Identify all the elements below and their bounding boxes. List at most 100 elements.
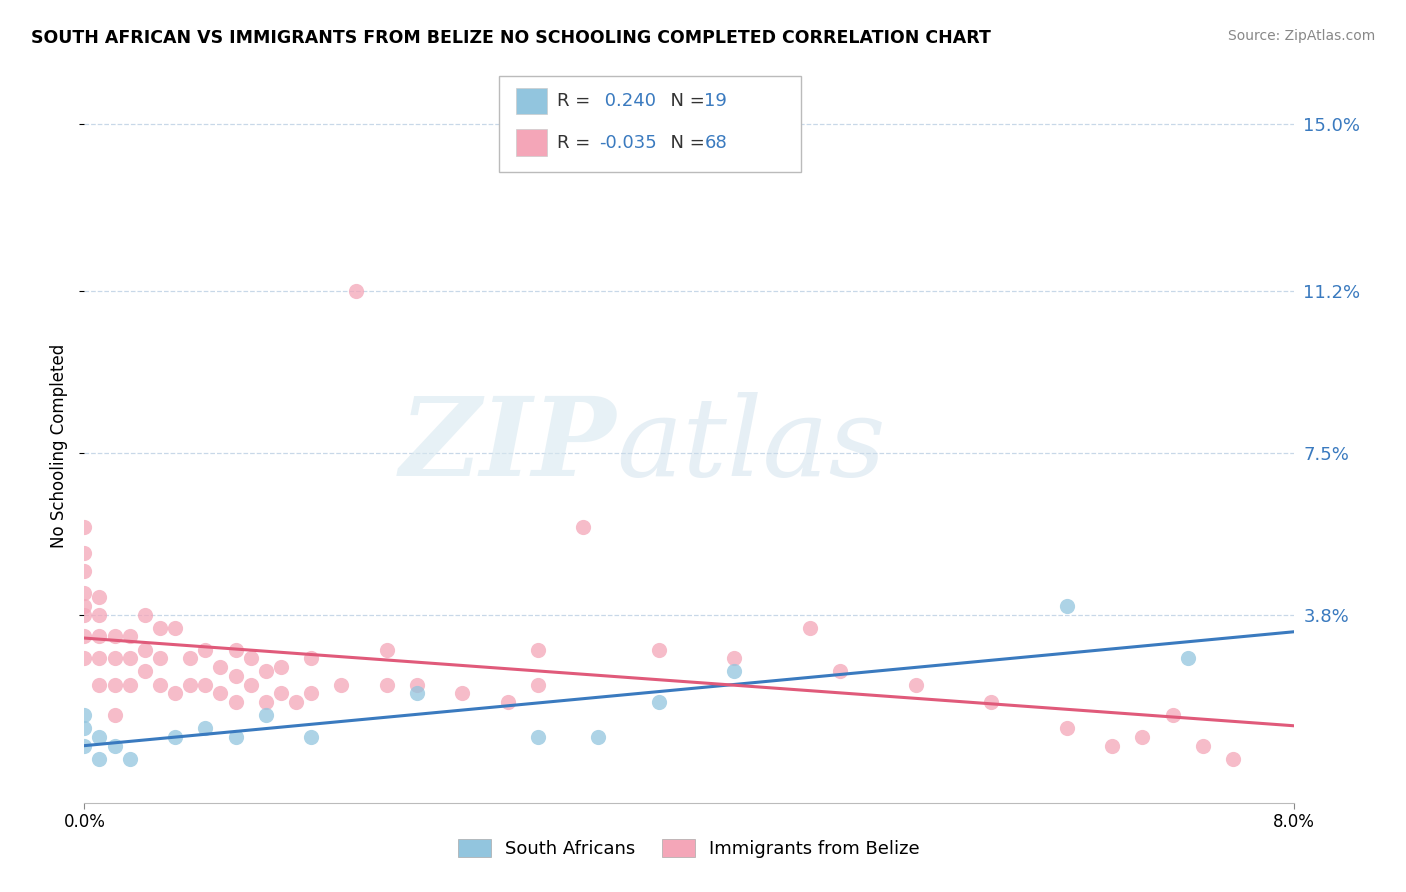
Y-axis label: No Schooling Completed: No Schooling Completed [51, 344, 69, 548]
Point [375, 677, 398, 691]
Point [451, 686, 474, 700]
Point [648, 642, 671, 657]
Point [299, 730, 322, 744]
Point [1192, 739, 1215, 753]
Point [194, 677, 217, 691]
Point [89, 590, 111, 604]
Text: R =: R = [557, 134, 596, 152]
Point [89, 607, 111, 622]
Point [225, 642, 247, 657]
Point [980, 695, 1002, 709]
Point [254, 695, 277, 709]
Point [830, 665, 852, 679]
Text: N =: N = [659, 92, 711, 110]
Point [134, 665, 156, 679]
Point [165, 621, 187, 635]
Point [134, 607, 156, 622]
Point [799, 621, 821, 635]
Point [73, 546, 96, 560]
Point [1161, 708, 1184, 723]
Point [270, 660, 292, 674]
Point [118, 677, 141, 691]
Text: ZIP: ZIP [399, 392, 616, 500]
Point [270, 686, 292, 700]
Point [165, 686, 187, 700]
Point [104, 629, 127, 643]
Point [723, 665, 745, 679]
Point [527, 677, 550, 691]
Point [118, 752, 141, 766]
Point [104, 677, 127, 691]
Point [1222, 752, 1244, 766]
Point [299, 686, 322, 700]
Point [118, 651, 141, 665]
Point [73, 739, 96, 753]
Text: R =: R = [557, 92, 596, 110]
Point [527, 642, 550, 657]
Point [89, 677, 111, 691]
Text: Source: ZipAtlas.com: Source: ZipAtlas.com [1227, 29, 1375, 43]
Point [134, 642, 156, 657]
Text: 68: 68 [704, 134, 727, 152]
Point [346, 284, 368, 298]
Point [254, 665, 277, 679]
Point [89, 651, 111, 665]
Point [73, 722, 96, 736]
Point [496, 695, 519, 709]
Point [1056, 599, 1078, 613]
Point [225, 669, 247, 683]
Point [209, 660, 232, 674]
Point [1056, 722, 1078, 736]
Point [330, 677, 353, 691]
Point [89, 752, 111, 766]
Point [209, 686, 232, 700]
Point [89, 730, 111, 744]
Point [73, 564, 96, 578]
Point [73, 607, 96, 622]
Point [104, 708, 127, 723]
Point [149, 677, 172, 691]
Point [104, 651, 127, 665]
Point [118, 629, 141, 643]
Point [194, 642, 217, 657]
Point [1101, 739, 1123, 753]
Point [285, 695, 308, 709]
Point [165, 730, 187, 744]
Point [527, 730, 550, 744]
Point [73, 651, 96, 665]
Point [406, 686, 429, 700]
Point [1177, 651, 1199, 665]
Point [194, 722, 217, 736]
Point [254, 708, 277, 723]
Point [239, 651, 262, 665]
Point [648, 695, 671, 709]
Point [375, 642, 398, 657]
Point [104, 739, 127, 753]
Point [73, 520, 96, 534]
Point [406, 677, 429, 691]
Point [73, 629, 96, 643]
Point [73, 708, 96, 723]
Text: -0.035: -0.035 [599, 134, 657, 152]
Point [723, 651, 745, 665]
Point [73, 585, 96, 599]
Point [225, 730, 247, 744]
Legend: South Africans, Immigrants from Belize: South Africans, Immigrants from Belize [451, 831, 927, 865]
Point [179, 677, 201, 691]
Point [588, 730, 610, 744]
Text: 19: 19 [704, 92, 727, 110]
Point [149, 651, 172, 665]
Point [73, 599, 96, 613]
Point [149, 621, 172, 635]
Point [299, 651, 322, 665]
Point [239, 677, 262, 691]
Text: SOUTH AFRICAN VS IMMIGRANTS FROM BELIZE NO SCHOOLING COMPLETED CORRELATION CHART: SOUTH AFRICAN VS IMMIGRANTS FROM BELIZE … [31, 29, 991, 46]
Point [572, 520, 595, 534]
Text: 0.240: 0.240 [599, 92, 657, 110]
Point [225, 695, 247, 709]
Point [179, 651, 201, 665]
Point [904, 677, 927, 691]
Point [1132, 730, 1154, 744]
Point [89, 629, 111, 643]
Text: atlas: atlas [616, 392, 886, 500]
